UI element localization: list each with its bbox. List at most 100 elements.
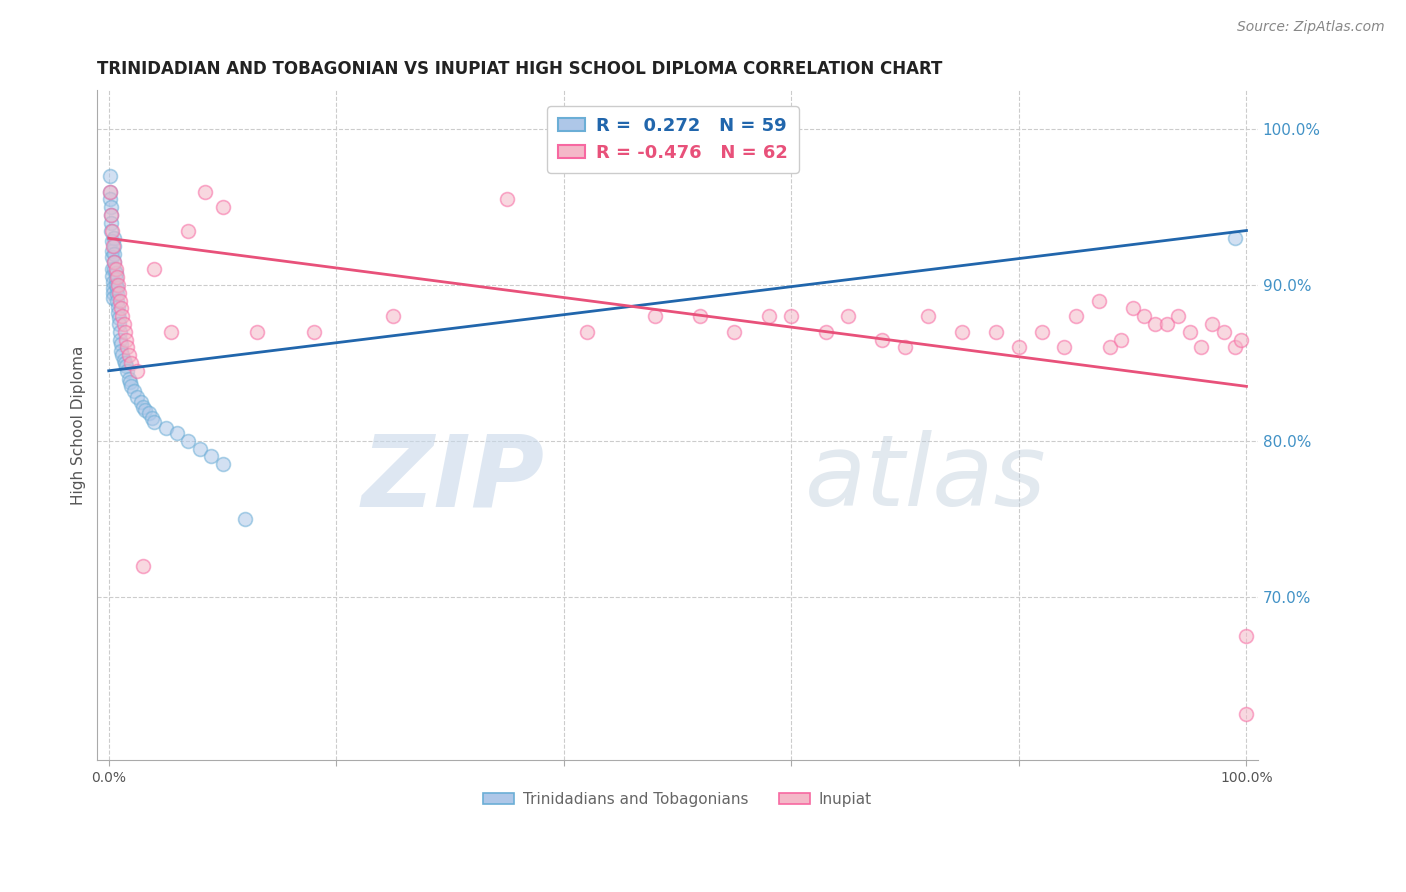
Point xyxy=(1236,706,1258,721)
Point xyxy=(103,239,125,253)
Point xyxy=(302,325,325,339)
Point xyxy=(108,317,131,331)
Point xyxy=(121,356,143,370)
Point xyxy=(814,325,837,339)
Point xyxy=(104,262,127,277)
Point xyxy=(1236,629,1258,643)
Point xyxy=(129,395,152,409)
Point xyxy=(100,208,122,222)
Point xyxy=(100,208,122,222)
Point xyxy=(103,275,125,289)
Point xyxy=(108,310,131,325)
Point xyxy=(894,340,917,354)
Legend: Trinidadians and Tobagonians, Inupiat: Trinidadians and Tobagonians, Inupiat xyxy=(477,786,877,813)
Point xyxy=(115,340,138,354)
Point xyxy=(950,325,973,339)
Point xyxy=(103,254,125,268)
Point xyxy=(496,192,519,206)
Point xyxy=(177,434,200,448)
Point xyxy=(155,421,177,435)
Point xyxy=(1223,231,1246,245)
Point xyxy=(108,285,131,300)
Y-axis label: High School Diploma: High School Diploma xyxy=(72,345,86,505)
Point xyxy=(103,262,125,277)
Point xyxy=(1087,293,1109,308)
Point xyxy=(1212,325,1234,339)
Point xyxy=(127,364,149,378)
Text: Source: ZipAtlas.com: Source: ZipAtlas.com xyxy=(1237,20,1385,34)
Point xyxy=(1156,317,1178,331)
Point xyxy=(108,333,131,347)
Point xyxy=(101,223,124,237)
Point xyxy=(112,352,135,367)
Point xyxy=(100,200,122,214)
Point xyxy=(1178,325,1201,339)
Point xyxy=(120,375,142,389)
Point xyxy=(986,325,1008,339)
Point xyxy=(100,216,122,230)
Point xyxy=(98,192,121,206)
Point xyxy=(100,223,122,237)
Point xyxy=(107,300,129,314)
Point xyxy=(1053,340,1076,354)
Point xyxy=(111,310,134,324)
Point xyxy=(108,325,131,339)
Point xyxy=(1167,310,1189,324)
Point xyxy=(103,254,125,268)
Point xyxy=(101,244,124,258)
Point xyxy=(1144,317,1167,331)
Point xyxy=(104,278,127,293)
Point xyxy=(114,333,136,347)
Text: atlas: atlas xyxy=(806,431,1047,527)
Point xyxy=(122,384,145,398)
Point xyxy=(103,285,125,300)
Point xyxy=(98,169,121,183)
Point xyxy=(115,364,138,378)
Point xyxy=(101,262,124,277)
Point xyxy=(1201,317,1223,331)
Point xyxy=(758,310,780,324)
Point xyxy=(141,410,163,425)
Point xyxy=(98,185,121,199)
Point xyxy=(101,250,124,264)
Point xyxy=(103,247,125,261)
Point xyxy=(1008,340,1031,354)
Point xyxy=(114,325,136,339)
Point xyxy=(166,426,188,441)
Point xyxy=(114,356,136,370)
Point xyxy=(110,301,132,316)
Point xyxy=(134,402,156,417)
Point xyxy=(1031,325,1053,339)
Point xyxy=(110,337,132,351)
Point xyxy=(118,371,141,385)
Point xyxy=(644,310,666,324)
Point xyxy=(132,400,155,414)
Point xyxy=(107,306,129,320)
Point xyxy=(110,343,132,358)
Point xyxy=(723,325,745,339)
Point xyxy=(1111,333,1133,347)
Point xyxy=(1223,340,1246,354)
Text: TRINIDADIAN AND TOBAGONIAN VS INUPIAT HIGH SCHOOL DIPLOMA CORRELATION CHART: TRINIDADIAN AND TOBAGONIAN VS INUPIAT HI… xyxy=(97,60,943,78)
Point xyxy=(194,185,217,199)
Point xyxy=(103,231,125,245)
Point xyxy=(177,223,200,237)
Point xyxy=(1064,310,1087,324)
Point xyxy=(780,310,803,324)
Point xyxy=(211,200,233,214)
Point xyxy=(143,415,166,429)
Point xyxy=(200,450,222,464)
Point xyxy=(575,325,598,339)
Point xyxy=(1122,301,1144,316)
Point xyxy=(917,310,939,324)
Point xyxy=(382,310,405,324)
Point xyxy=(118,348,141,362)
Point xyxy=(103,291,125,305)
Point xyxy=(111,348,134,362)
Point xyxy=(114,359,136,373)
Point xyxy=(160,325,183,339)
Point xyxy=(108,293,131,308)
Point xyxy=(188,442,211,456)
Point xyxy=(101,235,124,249)
Point xyxy=(246,325,269,339)
